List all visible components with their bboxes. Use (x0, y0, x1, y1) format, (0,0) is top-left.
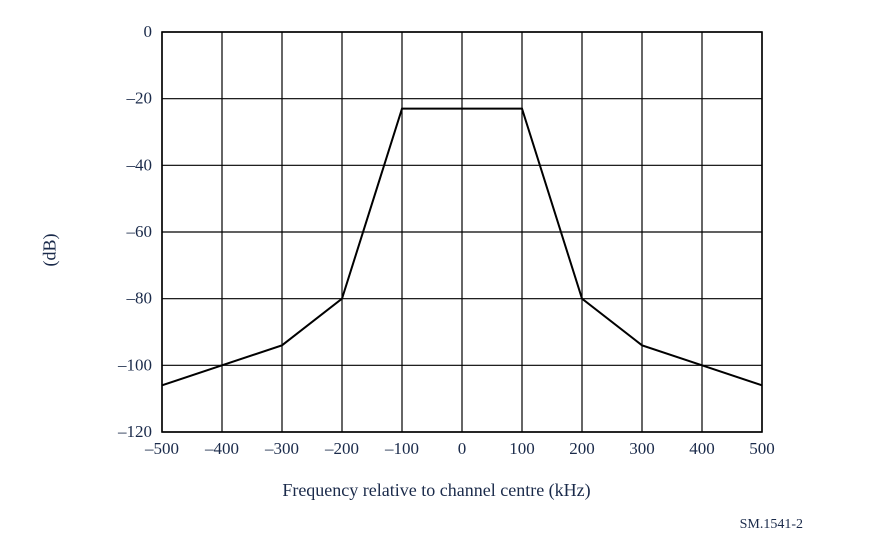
chart-container: 0–20–40–60–80–100–120–500–400–300–200–10… (100, 20, 800, 480)
svg-text:–200: –200 (324, 439, 359, 458)
svg-text:200: 200 (569, 439, 595, 458)
svg-text:–100: –100 (384, 439, 419, 458)
spectrum-mask-chart: 0–20–40–60–80–100–120–500–400–300–200–10… (100, 20, 800, 480)
svg-text:–60: –60 (126, 222, 153, 241)
svg-text:–100: –100 (117, 355, 152, 374)
svg-text:–20: –20 (126, 89, 153, 108)
svg-text:0: 0 (458, 439, 467, 458)
svg-text:500: 500 (749, 439, 775, 458)
x-axis-label: Frequency relative to channel centre (kH… (0, 480, 873, 501)
figure-caption: SM.1541-2 (740, 517, 803, 533)
svg-text:–400: –400 (204, 439, 239, 458)
y-axis-label: (dB) (40, 234, 61, 267)
svg-text:–80: –80 (126, 289, 153, 308)
page: (dB) 0–20–40–60–80–100–120–500–400–300–2… (0, 0, 873, 537)
svg-text:–500: –500 (144, 439, 179, 458)
svg-text:–40: –40 (126, 155, 153, 174)
svg-text:400: 400 (689, 439, 715, 458)
svg-text:100: 100 (509, 439, 535, 458)
svg-text:–300: –300 (264, 439, 299, 458)
svg-text:300: 300 (629, 439, 655, 458)
svg-text:0: 0 (144, 22, 153, 41)
